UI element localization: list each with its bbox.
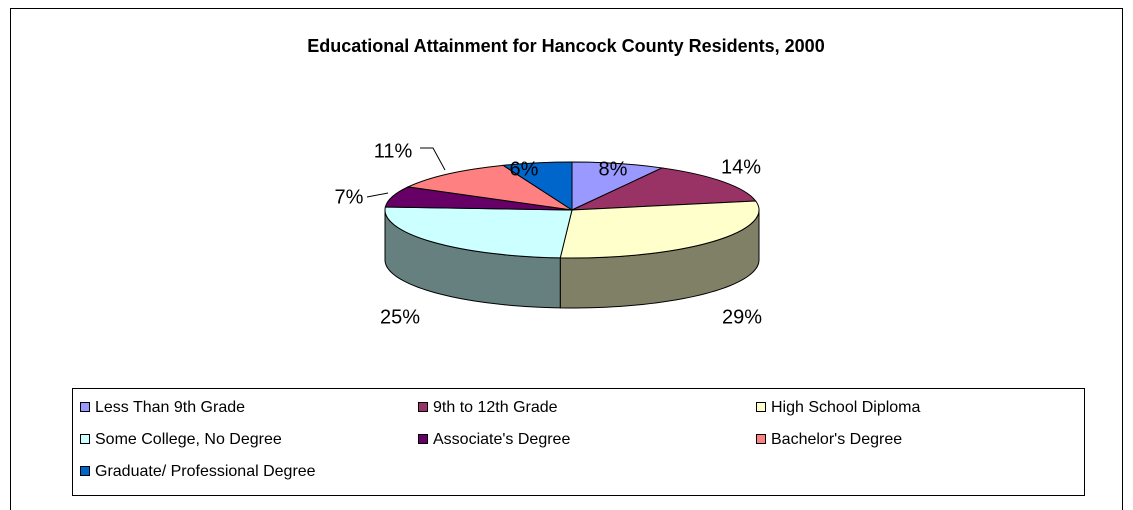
pie-slice [501, 161, 573, 211]
legend-swatch [80, 434, 90, 444]
pie-slice [559, 200, 760, 259]
legend-label: High School Diploma [771, 399, 921, 416]
legend-label: Less Than 9th Grade [95, 399, 245, 416]
legend-swatch [418, 402, 428, 412]
legend-swatch [756, 434, 766, 444]
data-label: 6% [510, 158, 539, 180]
data-label: 25% [380, 306, 420, 328]
legend-label: Graduate/ Professional Degree [95, 463, 316, 480]
legend-label: Bachelor's Degree [771, 431, 902, 448]
pie-slice [384, 206, 573, 259]
chart-title: Educational Attainment for Hancock Count… [307, 36, 824, 56]
data-label: 29% [722, 306, 762, 328]
data-label: 11% [374, 140, 413, 162]
pie-slice [571, 161, 664, 211]
legend-label: Associate's Degree [433, 431, 570, 448]
data-label: 7% [335, 186, 364, 208]
data-label: 8% [599, 158, 628, 180]
legend-swatch [418, 434, 428, 444]
data-label: 14% [721, 156, 761, 178]
legend-swatch [80, 466, 90, 476]
legend-label: 9th to 12th Grade [433, 399, 558, 416]
leader-line [366, 192, 389, 198]
pie-slice [571, 167, 757, 211]
leader-line [420, 147, 446, 171]
pie-slice [406, 164, 573, 211]
legend-swatch [756, 402, 766, 412]
legend-box [72, 388, 1085, 496]
legend-swatch [80, 402, 90, 412]
legend-label: Some College, No Degree [95, 431, 282, 448]
